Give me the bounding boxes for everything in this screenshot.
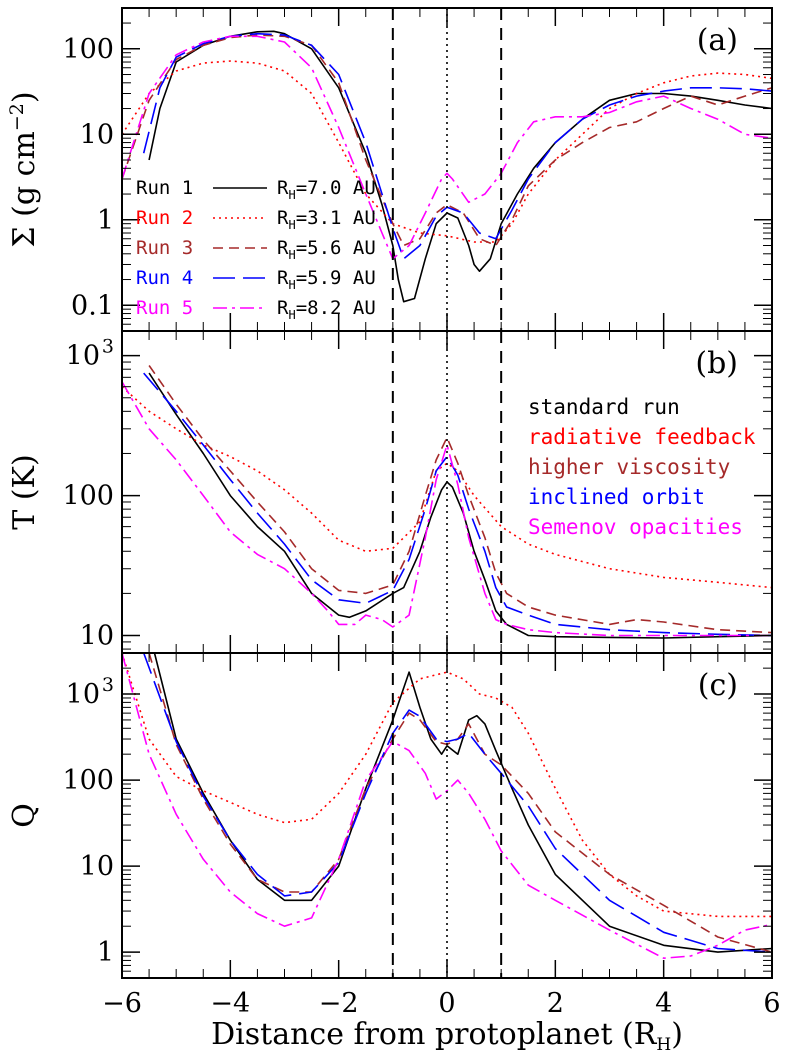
panel-tag-b: (b): [695, 346, 738, 381]
series-line-a-run1: [148, 30, 772, 303]
legend-run-label: Run 3: [136, 237, 193, 259]
ytick-label-c: 1: [97, 937, 114, 968]
legend-entry-0: standard run: [528, 395, 680, 419]
ytick-label-b: 100: [62, 481, 114, 512]
ytick-label-c: 10: [66, 679, 100, 710]
axes-layer: [121, 7, 773, 979]
xtick-label: −4: [210, 988, 250, 1019]
series-line-b-run4: [143, 372, 772, 637]
series-line-b-run1: [148, 372, 772, 639]
legend-rh-value: RH=5.6 AU: [277, 237, 376, 262]
legend-run-label: Run 1: [136, 177, 193, 199]
xtick-label: 0: [438, 988, 455, 1019]
ytick-label-a: 100: [62, 34, 114, 65]
series-line-a-run5: [122, 35, 772, 260]
ylabel-sup-a: −2: [6, 103, 28, 131]
ylabel-tail-a: ): [7, 91, 42, 103]
legend-entry-1: radiative feedback: [528, 425, 756, 449]
series-line-c-run5: [122, 653, 772, 960]
ylabel-c: Q: [7, 803, 42, 828]
ytick-label-b: 10: [66, 341, 100, 372]
legend-entry-3: inclined orbit: [528, 485, 705, 509]
ytick-label-sup-c: 3: [102, 674, 114, 696]
xtick-label: 2: [547, 988, 564, 1019]
panel-tag-c: (c): [698, 668, 738, 703]
legend-run-label: Run 4: [136, 267, 193, 289]
xlabel: Distance from protoplanet (RH): [211, 1017, 683, 1051]
series-line-a-run3: [122, 34, 772, 247]
ytick-label-c: 100: [62, 765, 114, 796]
legend-rh-value: RH=8.2 AU: [277, 297, 376, 322]
ytick-label-a: 10: [80, 119, 114, 150]
series-line-b-run3: [148, 365, 772, 634]
xtick-label: 4: [655, 988, 672, 1019]
legend-rh-value: RH=7.0 AU: [277, 177, 376, 202]
ylabel-main-a: Σ (g cm: [7, 131, 42, 247]
series-line-c-run3: [148, 653, 772, 953]
series-line-b-run5: [122, 381, 772, 637]
xtick-label: −2: [319, 988, 359, 1019]
panel-tag-a: (a): [697, 23, 738, 58]
ylabel-b: T (K): [7, 454, 42, 529]
legend-rh-value: RH=5.9 AU: [277, 267, 376, 292]
ytick-label-b: 10: [80, 621, 114, 652]
series-line-b-run2: [122, 386, 772, 589]
legend-run-label: Run 5: [136, 297, 193, 319]
ytick-label-a: 1: [97, 205, 114, 236]
xtick-label: 6: [763, 988, 780, 1019]
series-line-a-run4: [142, 32, 772, 260]
ylabel-a: Σ (g cm−2): [6, 91, 42, 247]
series-line-a-run2: [122, 60, 772, 243]
ytick-label-a: 0.1: [71, 290, 114, 321]
legend-entry-4: Semenov opacities: [528, 515, 743, 539]
ytick-label-c: 10: [80, 851, 114, 882]
series-line-c-run4: [142, 653, 772, 953]
legend-rh-value: RH=3.1 AU: [277, 207, 376, 232]
ytick-label-sup-b: 3: [102, 336, 114, 358]
series-line-c-run1: [153, 653, 772, 953]
xtick-label: −6: [102, 988, 142, 1019]
legend-run-label: Run 2: [136, 207, 193, 229]
legend-entry-2: higher viscosity: [528, 455, 730, 479]
